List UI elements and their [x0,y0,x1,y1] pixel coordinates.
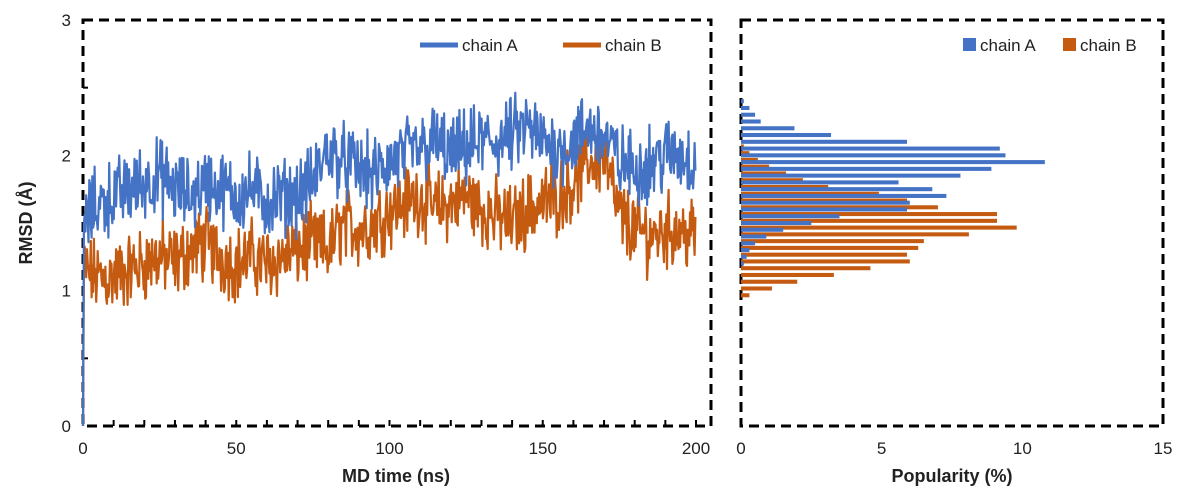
hist-bar-chain-a [741,241,756,246]
hist-bar-chain-b [741,212,998,217]
hist-bar-chain-a [741,99,744,104]
histogram-legend: chain A chain B [963,36,1137,55]
time-series-legend: chain A chain B [420,36,662,55]
hist-bar-chain-b [741,245,919,250]
hist-bar-chain-a [741,227,784,232]
hist-bar-chain-a [741,105,750,110]
hist-bar-chain-a [741,234,767,239]
y-axis-title: RMSD (Å) [16,182,36,265]
y-tick-label: 0 [62,417,71,436]
series-line-chain-b [81,129,697,427]
time-series-tick-labels: 0 50 100 150 200 0 1 2 3 [62,11,711,458]
hist-bar-chain-a [741,214,840,219]
y-tick-label: 1 [62,282,71,301]
hist-legend-swatch-chain-b [1063,38,1076,51]
legend-label-chain-b: chain B [605,36,662,55]
hist-bar-chain-b [741,205,938,210]
hist-bar-chain-b [741,218,998,223]
hist-bar-chain-a [741,187,933,192]
hist-bar-chain-b [741,252,907,257]
hist-bar-chain-b [741,272,834,277]
legend-label-chain-a: chain A [462,36,518,55]
series-line-chain-a [81,91,697,427]
hist-bar-chain-a [741,133,832,138]
hist-bar-chain-a [741,112,756,117]
hist-bar-chain-a [741,146,1000,151]
hist-bar-chain-a [741,200,910,205]
histogram-bars [741,99,1045,298]
hist-bar-chain-b [741,225,1017,230]
hist-bar-chain-b [741,191,879,196]
x-tick-label: 50 [227,439,246,458]
hist-bar-chain-b [741,178,803,183]
hist-bar-chain-a [741,261,744,266]
hist-bar-chain-b [741,184,829,190]
histogram-frame [739,18,1165,428]
hist-bar-chain-b [741,266,871,271]
hist-bar-chain-a [741,160,1045,165]
x-tick-label: 150 [529,439,557,458]
hist-x-tick-label: 0 [736,439,745,458]
y-tick-label: 2 [62,146,71,165]
hist-bar-chain-b [741,293,750,298]
hist-bar-chain-a [741,254,747,259]
hist-bar-chain-a [741,220,812,226]
hist-bar-chain-b [741,151,750,156]
y-tick-label: 3 [62,11,71,30]
hist-bar-chain-b [741,279,798,284]
hist-bar-chain-a [741,193,947,198]
hist-bar-chain-b [741,239,924,244]
hist-bar-chain-a [741,248,750,253]
hist-bar-chain-b [741,259,910,264]
x-tick-label: 100 [375,439,403,458]
hist-bar-chain-b [741,164,770,169]
hist-bar-chain-b [741,198,907,203]
histogram-x-axis-title: Popularity (%) [891,466,1012,486]
x-axis-title: MD time (ns) [342,466,450,486]
hist-bar-chain-a [741,207,907,212]
hist-bar-chain-a [741,139,907,144]
hist-x-tick-label: 10 [1013,439,1032,458]
hist-bar-chain-b [741,144,744,149]
x-tick-label: 200 [682,439,710,458]
hist-bar-chain-a [741,119,761,124]
hist-bar-chain-a [741,180,899,185]
hist-bar-chain-a [741,126,795,131]
histogram-panel: 0 5 10 15 Popularity (%) chain A chain B [736,18,1172,486]
hist-bar-chain-b [741,232,969,237]
hist-x-tick-label: 5 [877,439,886,458]
hist-legend-swatch-chain-a [963,38,976,51]
hist-bar-chain-b [741,286,772,291]
hist-bar-chain-b [741,157,758,162]
hist-bar-chain-a [741,173,961,178]
time-series-panel: 0 50 100 150 200 0 1 2 3 MD time (ns) RMSD (Å) c… [16,11,713,486]
hist-bar-chain-a [741,153,1006,158]
hist-x-tick-label: 15 [1154,439,1173,458]
hist-bar-chain-b [741,171,787,176]
time-series-lines [81,91,697,427]
hist-bar-chain-a [741,166,992,171]
x-tick-label: 0 [78,439,87,458]
histogram-tick-labels: 0 5 10 15 [736,439,1172,458]
time-series-ticks [82,86,697,426]
hist-legend-label-chain-b: chain B [1080,36,1137,55]
hist-legend-label-chain-a: chain A [980,36,1036,55]
